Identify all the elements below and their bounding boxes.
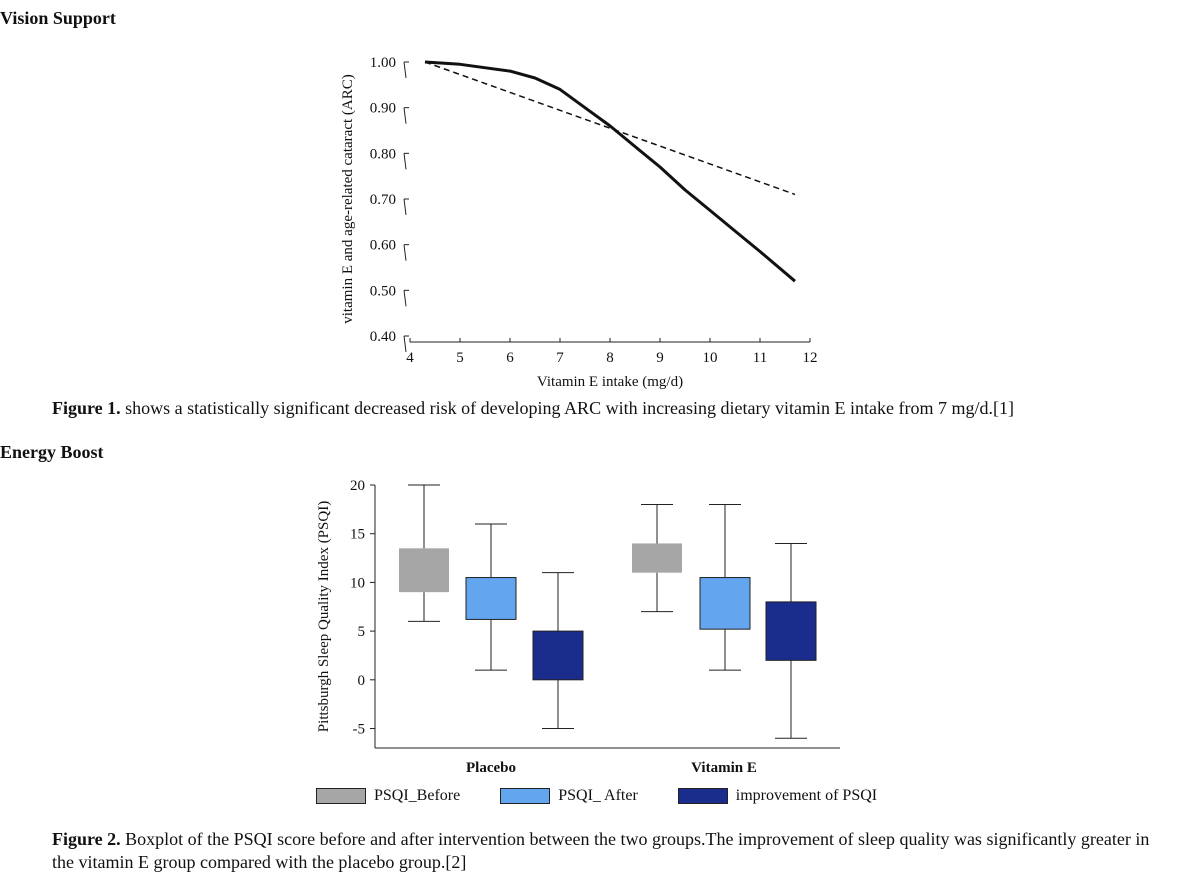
vision-support-heading: Vision Support: [0, 8, 116, 28]
arc-line-chart: 1.00 0.90 0.80 0.70 0.60 0.50 0.40 4 5 6 7 8 9 10 11 12…: [340, 55, 818, 390]
y-tick-label: 0.40: [370, 329, 396, 345]
y-axis-segment: [403, 290, 407, 307]
legend-label-improvement: improvement of PSQI: [735, 787, 878, 804]
box-placebo: [532, 630, 584, 681]
y-axis-segment: [403, 198, 407, 216]
y-tick-label: 1.00: [370, 55, 396, 71]
y-tick-label: 0: [358, 673, 366, 689]
figure1-caption-label: Figure 1.: [52, 398, 121, 418]
figure2-caption: Figure 2. Boxplot of the PSQI score befo…: [52, 828, 1152, 874]
series-line-linear: [424, 61, 796, 196]
legend-swatch-before: [316, 788, 366, 804]
y-tick-label: 0.60: [370, 238, 396, 254]
x-tick-label: 5: [456, 350, 464, 366]
y-axis-title: vitamin E and age-related cataract (ARC): [340, 74, 356, 323]
group-label: Vitamin E: [691, 760, 757, 776]
figure1-caption-text: shows a statistically significant decrea…: [120, 398, 1014, 418]
y-axis-segment: [403, 244, 407, 261]
legend-label-after: PSQI_ After: [558, 787, 638, 804]
x-tick-label: 7: [556, 350, 564, 366]
x-tick-label: 6: [506, 350, 514, 366]
box-placebo: [399, 548, 449, 593]
y-axis-segment: [403, 153, 407, 170]
boxplot-legend: PSQI_Before PSQI_ After improvement of P…: [316, 787, 917, 805]
y-tick-label: 15: [350, 527, 365, 543]
box-vitamin-e: [699, 577, 751, 630]
x-tick-label: 10: [703, 350, 718, 366]
y-axis-segment: [403, 107, 407, 124]
y-axis-segment: [403, 335, 407, 353]
x-tick-label: 8: [606, 350, 614, 366]
y-tick-label: 5: [358, 624, 366, 640]
x-tick-label: 11: [753, 350, 767, 366]
x-axis-title: Vitamin E intake (mg/d): [537, 374, 683, 390]
x-tick-label: 12: [803, 350, 818, 366]
legend-item-before: PSQI_Before: [316, 787, 460, 805]
x-tick-label: 4: [406, 350, 414, 366]
box-placebo: [465, 577, 517, 620]
legend-swatch-after: [500, 788, 551, 804]
psqi-boxplot-chart: 20 15 10 5 0 -5 Pittsburgh Sleep Quality Index…: [316, 478, 840, 776]
y-tick-label: 20: [350, 478, 365, 494]
y-tick-label: 10: [350, 575, 365, 591]
y-tick-label: 0.50: [370, 283, 396, 299]
legend-item-improvement: improvement of PSQI: [677, 787, 878, 805]
legend-swatch-improvement: [677, 788, 728, 804]
y-tick-label: 0.90: [370, 101, 396, 117]
y-tick-label: 0.80: [370, 146, 396, 162]
group-label: Placebo: [466, 760, 516, 776]
legend-label-before: PSQI_Before: [374, 787, 461, 804]
figure2-caption-text: Boxplot of the PSQI score before and aft…: [52, 829, 1150, 872]
figure2-caption-label: Figure 2.: [52, 829, 121, 849]
x-tick-label: 9: [656, 350, 664, 366]
figure1-caption: Figure 1. shows a statistically signific…: [52, 397, 1014, 420]
series-line-nonlinear: [424, 60, 796, 283]
box-vitamin-e: [632, 543, 682, 573]
y-axis-title: Pittsburgh Sleep Quality Index (PSQI): [316, 501, 332, 732]
energy-boost-heading: Energy Boost: [0, 442, 104, 462]
y-tick-label: -5: [353, 722, 366, 738]
y-axis-segment: [403, 61, 407, 79]
y-tick-label: 0.70: [370, 192, 396, 208]
legend-item-after: PSQI_ After: [500, 787, 638, 805]
box-vitamin-e: [765, 601, 817, 661]
